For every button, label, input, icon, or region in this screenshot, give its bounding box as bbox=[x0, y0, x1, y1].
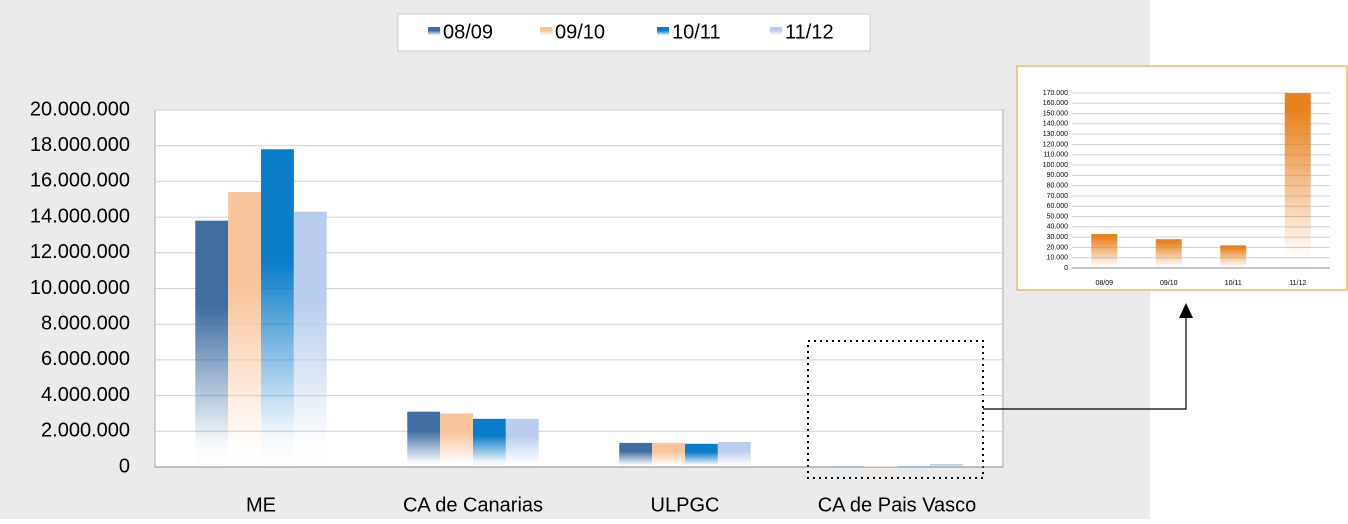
legend-label: 09/10 bbox=[555, 21, 605, 43]
y-tick-label: 170.000 bbox=[1043, 90, 1068, 97]
legend-label: 11/12 bbox=[785, 21, 834, 43]
y-tick-label: 110.000 bbox=[1043, 152, 1068, 159]
x-tick-label: ULPGC bbox=[651, 494, 720, 516]
y-tick-label: 60.000 bbox=[1047, 203, 1069, 210]
y-tick-label: 80.000 bbox=[1047, 182, 1069, 189]
bar bbox=[652, 443, 685, 467]
bar bbox=[195, 221, 228, 467]
y-tick-label: 30.000 bbox=[1047, 234, 1069, 241]
y-tick-label: 10.000.000 bbox=[30, 277, 130, 299]
y-tick-label: 100.000 bbox=[1043, 162, 1068, 169]
legend-swatch bbox=[540, 27, 552, 36]
y-tick-label: 150.000 bbox=[1043, 110, 1068, 117]
x-tick-label: CA de Canarias bbox=[403, 494, 543, 516]
bar bbox=[440, 413, 473, 467]
y-tick-label: 12.000.000 bbox=[30, 241, 130, 263]
y-tick-label: 10.000 bbox=[1047, 255, 1069, 262]
legend-swatch bbox=[770, 27, 782, 36]
bar bbox=[473, 419, 506, 467]
bar bbox=[506, 419, 539, 467]
bar bbox=[228, 192, 261, 467]
y-tick-label: 8.000.000 bbox=[41, 312, 130, 334]
x-tick-label: 09/10 bbox=[1160, 280, 1178, 287]
x-tick-label: CA de Pais Vasco bbox=[818, 494, 977, 516]
y-tick-label: 50.000 bbox=[1047, 213, 1069, 220]
y-tick-label: 2.000.000 bbox=[41, 420, 130, 442]
bar bbox=[261, 149, 294, 467]
y-tick-label: 0 bbox=[1064, 265, 1068, 272]
y-tick-label: 40.000 bbox=[1047, 224, 1069, 231]
y-tick-label: 130.000 bbox=[1043, 131, 1068, 138]
bar bbox=[831, 466, 864, 467]
legend-swatch bbox=[428, 27, 440, 36]
y-tick-label: 140.000 bbox=[1043, 121, 1068, 128]
bar bbox=[1091, 234, 1117, 268]
y-tick-label: 20.000.000 bbox=[30, 98, 130, 120]
x-tick-label: 08/09 bbox=[1095, 280, 1113, 287]
y-tick-label: 16.000.000 bbox=[30, 170, 130, 192]
y-tick-label: 18.000.000 bbox=[30, 134, 130, 156]
y-tick-label: 4.000.000 bbox=[41, 384, 130, 406]
bar bbox=[619, 443, 652, 467]
bar bbox=[294, 212, 327, 467]
bar bbox=[718, 442, 751, 467]
y-tick-label: 160.000 bbox=[1043, 100, 1068, 107]
bar bbox=[930, 464, 963, 467]
bar bbox=[1220, 245, 1246, 268]
legend-swatch bbox=[657, 27, 669, 36]
x-tick-label: ME bbox=[246, 494, 276, 516]
bar bbox=[685, 444, 718, 467]
y-tick-label: 0 bbox=[119, 455, 130, 477]
bar bbox=[1285, 93, 1311, 268]
y-tick-label: 90.000 bbox=[1047, 172, 1069, 179]
y-tick-label: 6.000.000 bbox=[41, 348, 130, 370]
y-tick-label: 70.000 bbox=[1047, 193, 1069, 200]
x-tick-label: 11/12 bbox=[1289, 280, 1306, 287]
legend-label: 08/09 bbox=[443, 21, 493, 43]
arrow-head bbox=[1179, 303, 1193, 318]
y-tick-label: 20.000 bbox=[1047, 244, 1069, 251]
y-tick-label: 14.000.000 bbox=[30, 205, 130, 227]
bar bbox=[1156, 239, 1182, 268]
bar bbox=[407, 412, 440, 467]
legend-label: 10/11 bbox=[672, 21, 721, 43]
x-tick-label: 10/11 bbox=[1225, 280, 1242, 287]
y-tick-label: 120.000 bbox=[1043, 141, 1068, 148]
